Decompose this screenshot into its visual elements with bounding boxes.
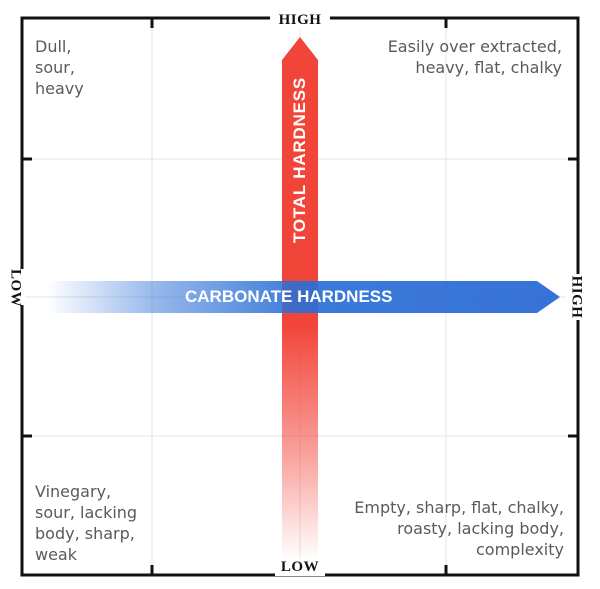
carbonate-hardness-arrow bbox=[46, 281, 560, 313]
total-hardness-low-label: LOW bbox=[275, 559, 325, 576]
carbonate-hardness-low-label: LOW bbox=[4, 269, 26, 307]
carbonate-hardness-high-label: HIGH bbox=[565, 274, 587, 320]
quadrant-bottom-right-text: Empty, sharp, flat, chalky, roasty, lack… bbox=[354, 498, 564, 559]
total-hardness-high-label: HIGH bbox=[270, 12, 330, 29]
quadrant-top-right-text: Easily over extracted, heavy, flat, chal… bbox=[387, 37, 562, 77]
tick-marks bbox=[22, 18, 578, 575]
quadrant-bottom-left-text: Vinegary, sour, lacking body, sharp, wea… bbox=[35, 482, 138, 564]
total-hardness-label: TOTAL HARDNESS bbox=[290, 76, 309, 244]
carbonate-hardness-label: CARBONATE HARDNESS bbox=[185, 287, 393, 306]
quadrant-top-left-text: Dull, sour, heavy bbox=[35, 37, 84, 98]
